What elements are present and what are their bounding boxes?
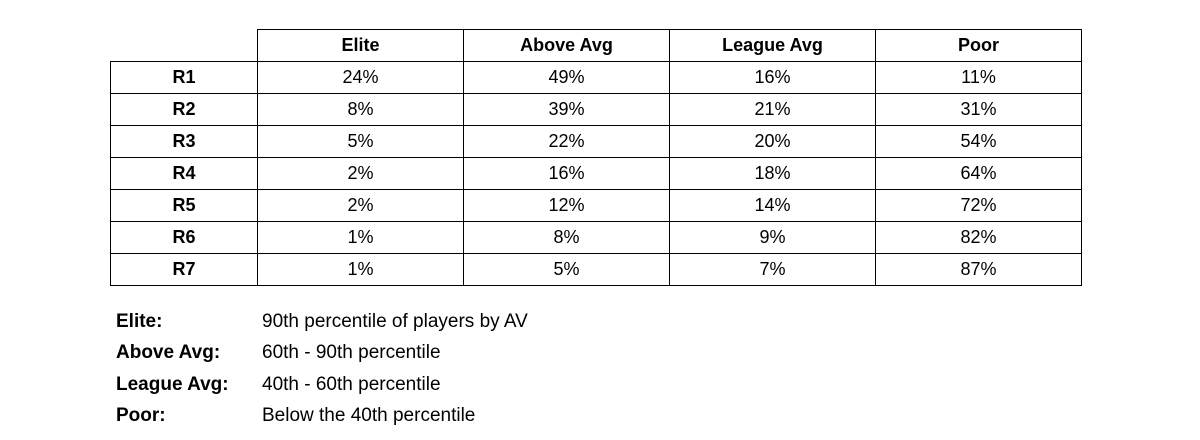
- value-cell: 14%: [669, 189, 876, 222]
- row-label: R1: [110, 61, 258, 94]
- column-header: Above Avg: [463, 29, 670, 62]
- value-cell: 82%: [875, 221, 1082, 254]
- row-label: R2: [110, 93, 258, 126]
- legend-item: Elite: 90th percentile of players by AV: [116, 306, 528, 338]
- table-row: R7 1% 5% 7% 87%: [110, 253, 1082, 286]
- legend-definition: 60th - 90th percentile: [262, 342, 441, 364]
- table-row: R6 1% 8% 9% 82%: [110, 221, 1082, 254]
- header-row: Elite Above Avg League Avg Poor: [111, 29, 1082, 62]
- value-cell: 7%: [669, 253, 876, 286]
- value-cell: 8%: [257, 93, 464, 126]
- legend-term: Elite:: [116, 310, 163, 332]
- legend-term: Above Avg:: [116, 342, 221, 364]
- value-cell: 39%: [463, 93, 670, 126]
- value-cell: 11%: [875, 61, 1082, 94]
- legend-item: Above Avg: 60th - 90th percentile: [116, 338, 528, 370]
- column-header: Elite: [257, 29, 464, 62]
- legend-definition: Below the 40th percentile: [262, 405, 476, 427]
- value-cell: 5%: [257, 125, 464, 158]
- value-cell: 64%: [875, 157, 1082, 190]
- column-header: League Avg: [669, 29, 876, 62]
- row-label: R3: [110, 125, 258, 158]
- column-header: Poor: [875, 29, 1082, 62]
- value-cell: 72%: [875, 189, 1082, 222]
- legend: Elite: 90th percentile of players by AV Ab…: [116, 306, 528, 432]
- value-cell: 21%: [669, 93, 876, 126]
- row-label: R7: [110, 253, 258, 286]
- value-cell: 31%: [875, 93, 1082, 126]
- value-cell: 20%: [669, 125, 876, 158]
- table-row: R5 2% 12% 14% 72%: [110, 189, 1082, 222]
- legend-term: League Avg:: [116, 373, 229, 395]
- table-row: R3 5% 22% 20% 54%: [110, 125, 1082, 158]
- percentile-table: Elite Above Avg League Avg Poor R1 24% 49%…: [110, 29, 1082, 286]
- value-cell: 5%: [463, 253, 670, 286]
- value-cell: 9%: [669, 221, 876, 254]
- table-row: R4 2% 16% 18% 64%: [110, 157, 1082, 190]
- legend-definition: 90th percentile of players by AV: [262, 310, 528, 332]
- row-label: R6: [110, 221, 258, 254]
- legend-item: Poor: Below the 40th percentile: [116, 401, 528, 433]
- table-row: R2 8% 39% 21% 31%: [110, 93, 1082, 126]
- table-row: R1 24% 49% 16% 11%: [110, 61, 1082, 94]
- value-cell: 49%: [463, 61, 670, 94]
- value-cell: 87%: [875, 253, 1082, 286]
- value-cell: 16%: [669, 61, 876, 94]
- corner-cell: [111, 30, 258, 62]
- value-cell: 1%: [257, 253, 464, 286]
- value-cell: 16%: [463, 157, 670, 190]
- value-cell: 18%: [669, 157, 876, 190]
- value-cell: 12%: [463, 189, 670, 222]
- value-cell: 2%: [257, 157, 464, 190]
- value-cell: 22%: [463, 125, 670, 158]
- row-label: R4: [110, 157, 258, 190]
- value-cell: 2%: [257, 189, 464, 222]
- legend-definition: 40th - 60th percentile: [262, 373, 441, 395]
- value-cell: 8%: [463, 221, 670, 254]
- legend-term: Poor:: [116, 405, 166, 427]
- row-label: R5: [110, 189, 258, 222]
- table-body: R1 24% 49% 16% 11% R2 8% 39% 21% 31% R3 5% 22% 20% 54%…: [110, 61, 1082, 286]
- value-cell: 54%: [875, 125, 1082, 158]
- legend-item: League Avg: 40th - 60th percentile: [116, 369, 528, 401]
- value-cell: 1%: [257, 221, 464, 254]
- percentile-table-container: Elite Above Avg League Avg Poor R1 24% 49%…: [110, 29, 1082, 286]
- value-cell: 24%: [257, 61, 464, 94]
